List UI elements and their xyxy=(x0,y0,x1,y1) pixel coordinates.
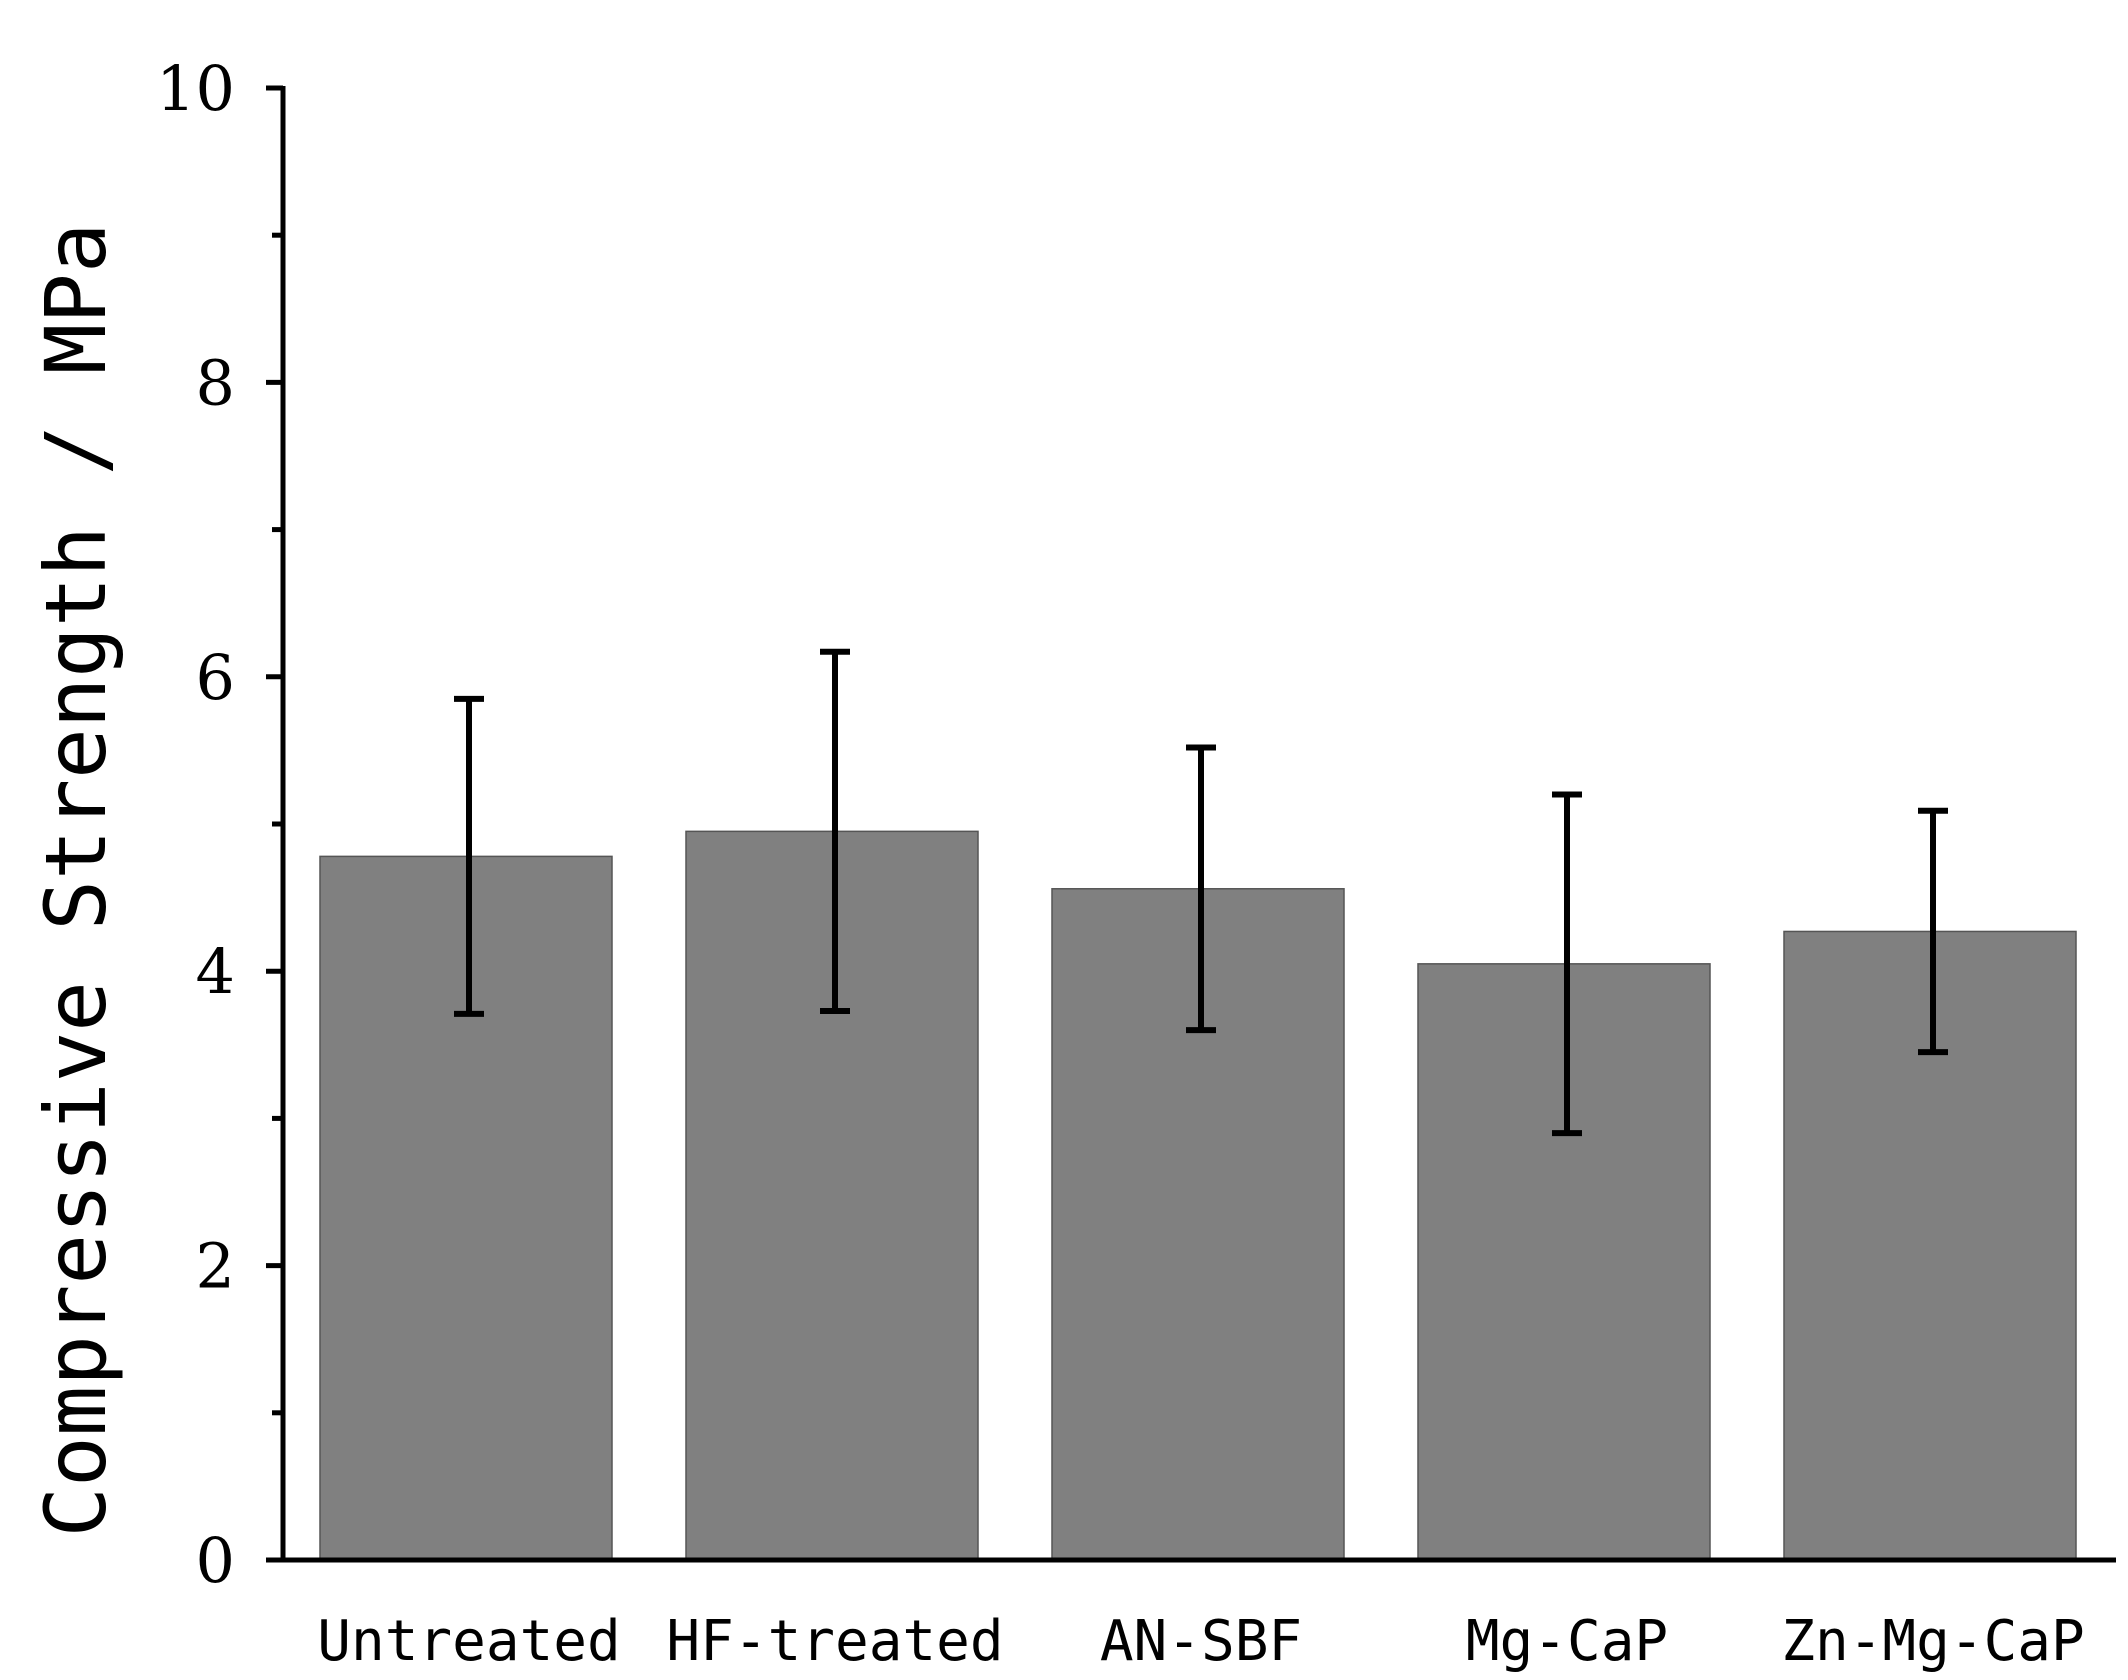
x-tick-label-an-sbf: AN-SBF xyxy=(1100,1609,1302,1674)
x-tick-label-untreated: Untreated xyxy=(317,1609,620,1674)
y-ticks-group: 0 2 4 6 8 10 xyxy=(156,52,283,1597)
x-tick-label-zn-mg-cap: Zn-Mg-CaP xyxy=(1781,1609,2084,1674)
error-bars-group xyxy=(454,648,1948,1137)
y-axis-title: Compressive Strength / MPa xyxy=(27,223,125,1538)
error-bar-an-sbf xyxy=(1186,744,1216,1034)
y-tick-label-0: 0 xyxy=(196,1524,235,1597)
y-tick-label-4: 4 xyxy=(196,935,235,1008)
y-tick-label-10: 10 xyxy=(156,52,235,125)
error-bar-mg-cap xyxy=(1552,791,1582,1137)
error-bar-untreated xyxy=(454,695,484,1017)
y-tick-label-2: 2 xyxy=(196,1230,235,1303)
y-tick-label-6: 6 xyxy=(196,641,235,714)
x-tick-label-hf-treated: HF-treated xyxy=(666,1609,1003,1674)
error-bar-hf-treated xyxy=(820,648,850,1014)
y-tick-label-8: 8 xyxy=(196,346,235,419)
x-labels-group: Untreated HF-treated AN-SBF Mg-CaP Zn-Mg-CaP xyxy=(317,1609,2084,1674)
error-bar-zn-mg-cap xyxy=(1918,807,1948,1056)
x-tick-label-mg-cap: Mg-CaP xyxy=(1466,1609,1668,1674)
